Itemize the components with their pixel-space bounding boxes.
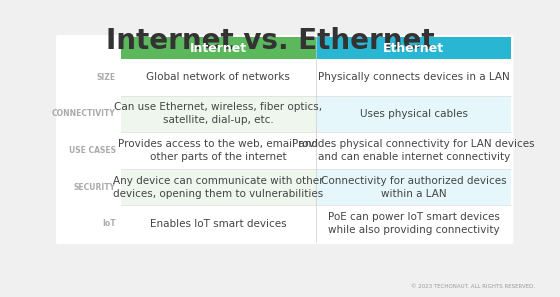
Text: Ethernet: Ethernet	[383, 42, 444, 55]
Bar	[316, 59, 511, 96]
Text: Provides physical connectivity for LAN devices
and can enable internet connectiv: Provides physical connectivity for LAN d…	[292, 139, 535, 162]
Text: Uses physical cables: Uses physical cables	[360, 109, 468, 119]
Text: CONNECTIVITY: CONNECTIVITY	[52, 109, 116, 119]
Bar	[120, 96, 316, 132]
Bar	[120, 206, 316, 242]
Text: PoE can power IoT smart devices
while also providing connectivity: PoE can power IoT smart devices while al…	[328, 212, 500, 235]
Bar	[316, 96, 511, 132]
Text: Internet vs. Ethernet: Internet vs. Ethernet	[106, 27, 435, 55]
Bar	[120, 132, 316, 169]
Text: Internet: Internet	[190, 42, 247, 55]
Text: SIZE: SIZE	[97, 73, 116, 82]
Text: Global network of networks: Global network of networks	[146, 72, 290, 82]
FancyBboxPatch shape	[316, 37, 511, 59]
Bar	[316, 206, 511, 242]
Text: IoT: IoT	[102, 219, 116, 228]
Text: Can use Ethernet, wireless, fiber optics,
satellite, dial-up, etc.: Can use Ethernet, wireless, fiber optics…	[114, 102, 323, 126]
Text: Connectivity for authorized devices
within a LAN: Connectivity for authorized devices with…	[321, 176, 507, 199]
Text: SECURITY: SECURITY	[74, 183, 116, 192]
Bar	[316, 169, 511, 206]
Text: © 2023 TECHONAUT. ALL RIGHTS RESERVED.: © 2023 TECHONAUT. ALL RIGHTS RESERVED.	[412, 284, 535, 289]
FancyBboxPatch shape	[56, 35, 514, 244]
Text: Physically connects devices in a LAN: Physically connects devices in a LAN	[318, 72, 510, 82]
Text: Any device can communicate with other
devices, opening them to vulnerabilities: Any device can communicate with other de…	[113, 176, 324, 199]
Bar	[120, 169, 316, 206]
Bar	[120, 59, 316, 96]
Text: USE CASES: USE CASES	[69, 146, 116, 155]
Text: Enables IoT smart devices: Enables IoT smart devices	[150, 219, 287, 229]
Bar	[316, 132, 511, 169]
FancyBboxPatch shape	[120, 37, 316, 59]
Text: Provides access to the web, email and
other parts of the internet: Provides access to the web, email and ot…	[118, 139, 318, 162]
